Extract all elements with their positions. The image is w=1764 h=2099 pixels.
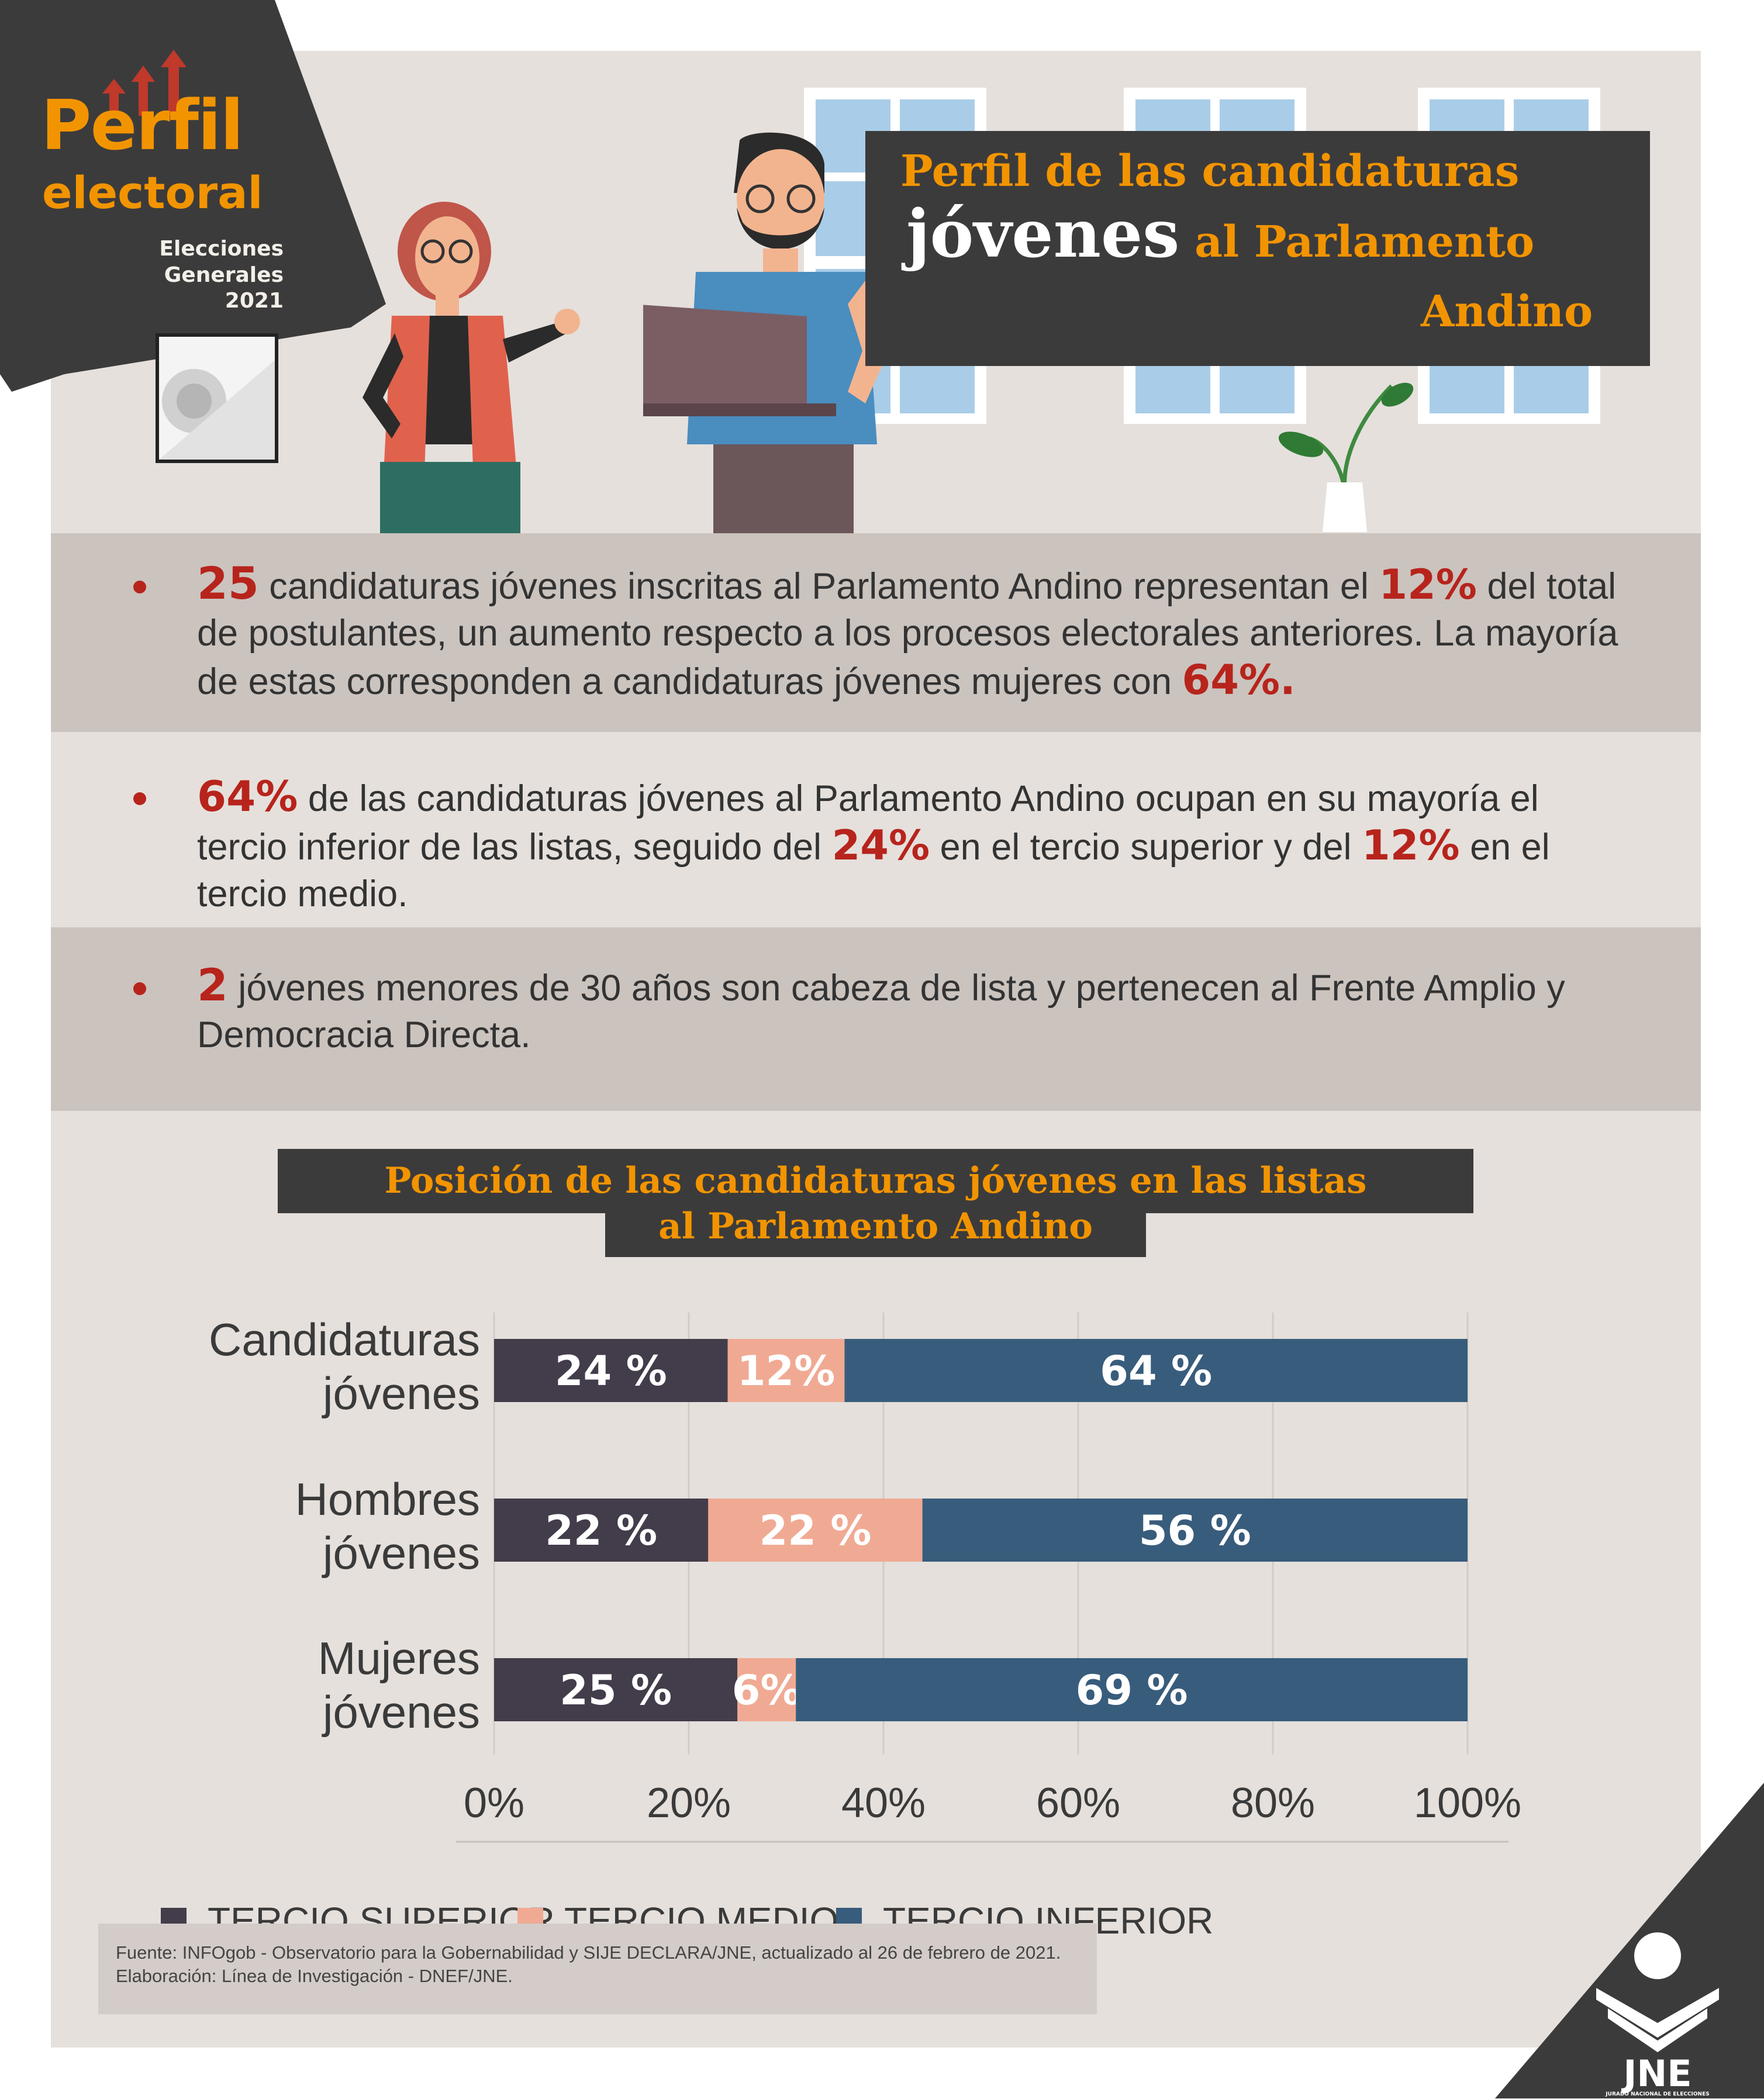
header-title-line1: Perfil de las candidaturas: [900, 146, 1520, 196]
bullet-2-part-3: en el tercio superior y del: [930, 827, 1362, 868]
woman-illustration: [363, 202, 580, 538]
category-2-line2: jóvenes: [323, 1527, 480, 1579]
bullet-2-part-0: 64%: [197, 772, 298, 821]
bullet-2-part-1: de las candidaturas jóvenes al Parlament…: [197, 778, 1539, 868]
bar-segment: [737, 1658, 796, 1721]
x-tick-label: 40%: [841, 1780, 926, 1827]
logo-line2: Generales: [164, 263, 284, 287]
bar-value-label: 69 %: [1076, 1666, 1188, 1714]
bullet-text-1: 25 candidaturas jóvenes inscritas al Par…: [197, 560, 1624, 705]
x-tick-label: 80%: [1231, 1780, 1315, 1827]
man-illustration: [643, 132, 889, 538]
bar-value-label: 24 %: [555, 1347, 667, 1395]
x-tick-label: 60%: [1036, 1780, 1120, 1827]
plant-vase-icon: [1278, 382, 1414, 532]
bar-value-label: 64 %: [1100, 1347, 1212, 1395]
bullet-text-2: 64% de las candidaturas jóvenes al Parla…: [197, 773, 1624, 917]
category-label-2: Hombres jóvenes: [295, 1472, 480, 1580]
logo-title: Perfil: [41, 85, 244, 165]
logo-election-info: Elecciones Generales 2021: [134, 236, 284, 315]
bar-segment: [844, 1339, 1468, 1402]
bar-value-label: 25 %: [560, 1666, 672, 1714]
picture-art-icon: [159, 360, 275, 460]
category-3-line1: Mujeres: [317, 1632, 480, 1684]
header-title-highlight: jóvenes: [906, 196, 1180, 272]
source-box: Fuente: INFOgob - Observatorio para la G…: [98, 1924, 1097, 2014]
bullet-1-part-4: 64%.: [1182, 656, 1296, 704]
bar-segment: [796, 1658, 1468, 1721]
jne-logo-tagline: JURADO NACIONAL DE ELECCIONES: [1606, 2091, 1710, 2097]
category-1-line2: jóvenes: [323, 1368, 480, 1419]
bullet-band-1: [51, 533, 1701, 732]
bullet-text-3: 2 jóvenes menores de 30 años son cabeza …: [197, 962, 1624, 1058]
header-title-line2-rest: al Parlamento: [1179, 217, 1535, 267]
category-2-line1: Hombres: [295, 1473, 480, 1525]
bar-segment: [708, 1499, 923, 1562]
source-line1: Fuente: INFOgob - Observatorio para la G…: [116, 1942, 1061, 1963]
bullet-2-part-5: en el tercio medio.: [197, 827, 1550, 914]
logo-line1: Elecciones: [159, 237, 284, 261]
logo-subtitle: electoral: [42, 167, 263, 219]
bullet-dot-3: [133, 982, 146, 995]
bullet-band-2: [51, 732, 1701, 927]
header-title-line2: jóvenes al Parlamento: [906, 196, 1534, 272]
header-title-line3: Andino: [1421, 286, 1593, 337]
bullet-1-part-2: 12%: [1379, 561, 1477, 609]
category-label-3: Mujeres jóvenes: [318, 1631, 480, 1739]
bullet-1-part-3: del total de postulantes, un aumento res…: [197, 566, 1618, 702]
bar-segment: [727, 1339, 845, 1402]
wall-picture-frame: [156, 333, 278, 463]
x-tick-label: 20%: [647, 1780, 731, 1827]
bar-value-label: 56 %: [1139, 1507, 1251, 1555]
chart-title-line2: al Parlamento Andino: [605, 1202, 1146, 1257]
bullet-1-part-0: 25: [197, 557, 259, 609]
bar-segment: [922, 1499, 1468, 1562]
bullet-band-3: [51, 927, 1701, 1111]
header-title-box: [865, 131, 1650, 366]
jne-logo-text: JNE: [1623, 2052, 1692, 2095]
bullet-2-part-4: 12%: [1362, 821, 1460, 869]
bar-value-label: 22 %: [545, 1507, 657, 1555]
category-label-1: Candidaturas jóvenes: [209, 1313, 480, 1420]
source-line2: Elaboración: Línea de Investigación - DN…: [116, 1966, 513, 1986]
bar-segment: [494, 1658, 738, 1721]
x-tick-label: 100%: [1414, 1780, 1521, 1827]
bullet-3-part-0: 2: [197, 959, 228, 1011]
category-3-line2: jóvenes: [323, 1686, 480, 1738]
rising-arrows-icon: [102, 50, 187, 116]
bar-value-label: 12%: [737, 1347, 836, 1395]
bar-value-label: 6%: [732, 1666, 802, 1714]
x-tick-label: 0%: [464, 1780, 524, 1827]
bar-value-label: 22 %: [759, 1507, 871, 1555]
category-1-line1: Candidaturas: [209, 1314, 480, 1365]
logo-year: 2021: [225, 289, 284, 313]
bar-segment: [494, 1339, 728, 1402]
jne-logo-icon: [1596, 1932, 1719, 2052]
bullet-1-part-1: candidaturas jóvenes inscritas al Parlam…: [258, 566, 1379, 607]
bullet-3-part-1: jóvenes menores de 30 años son cabeza de…: [197, 968, 1565, 1055]
bullet-dot-2: [133, 792, 146, 805]
bar-segment: [494, 1499, 709, 1562]
bullet-dot-1: [133, 581, 146, 593]
bullet-2-part-2: 24%: [831, 821, 930, 869]
